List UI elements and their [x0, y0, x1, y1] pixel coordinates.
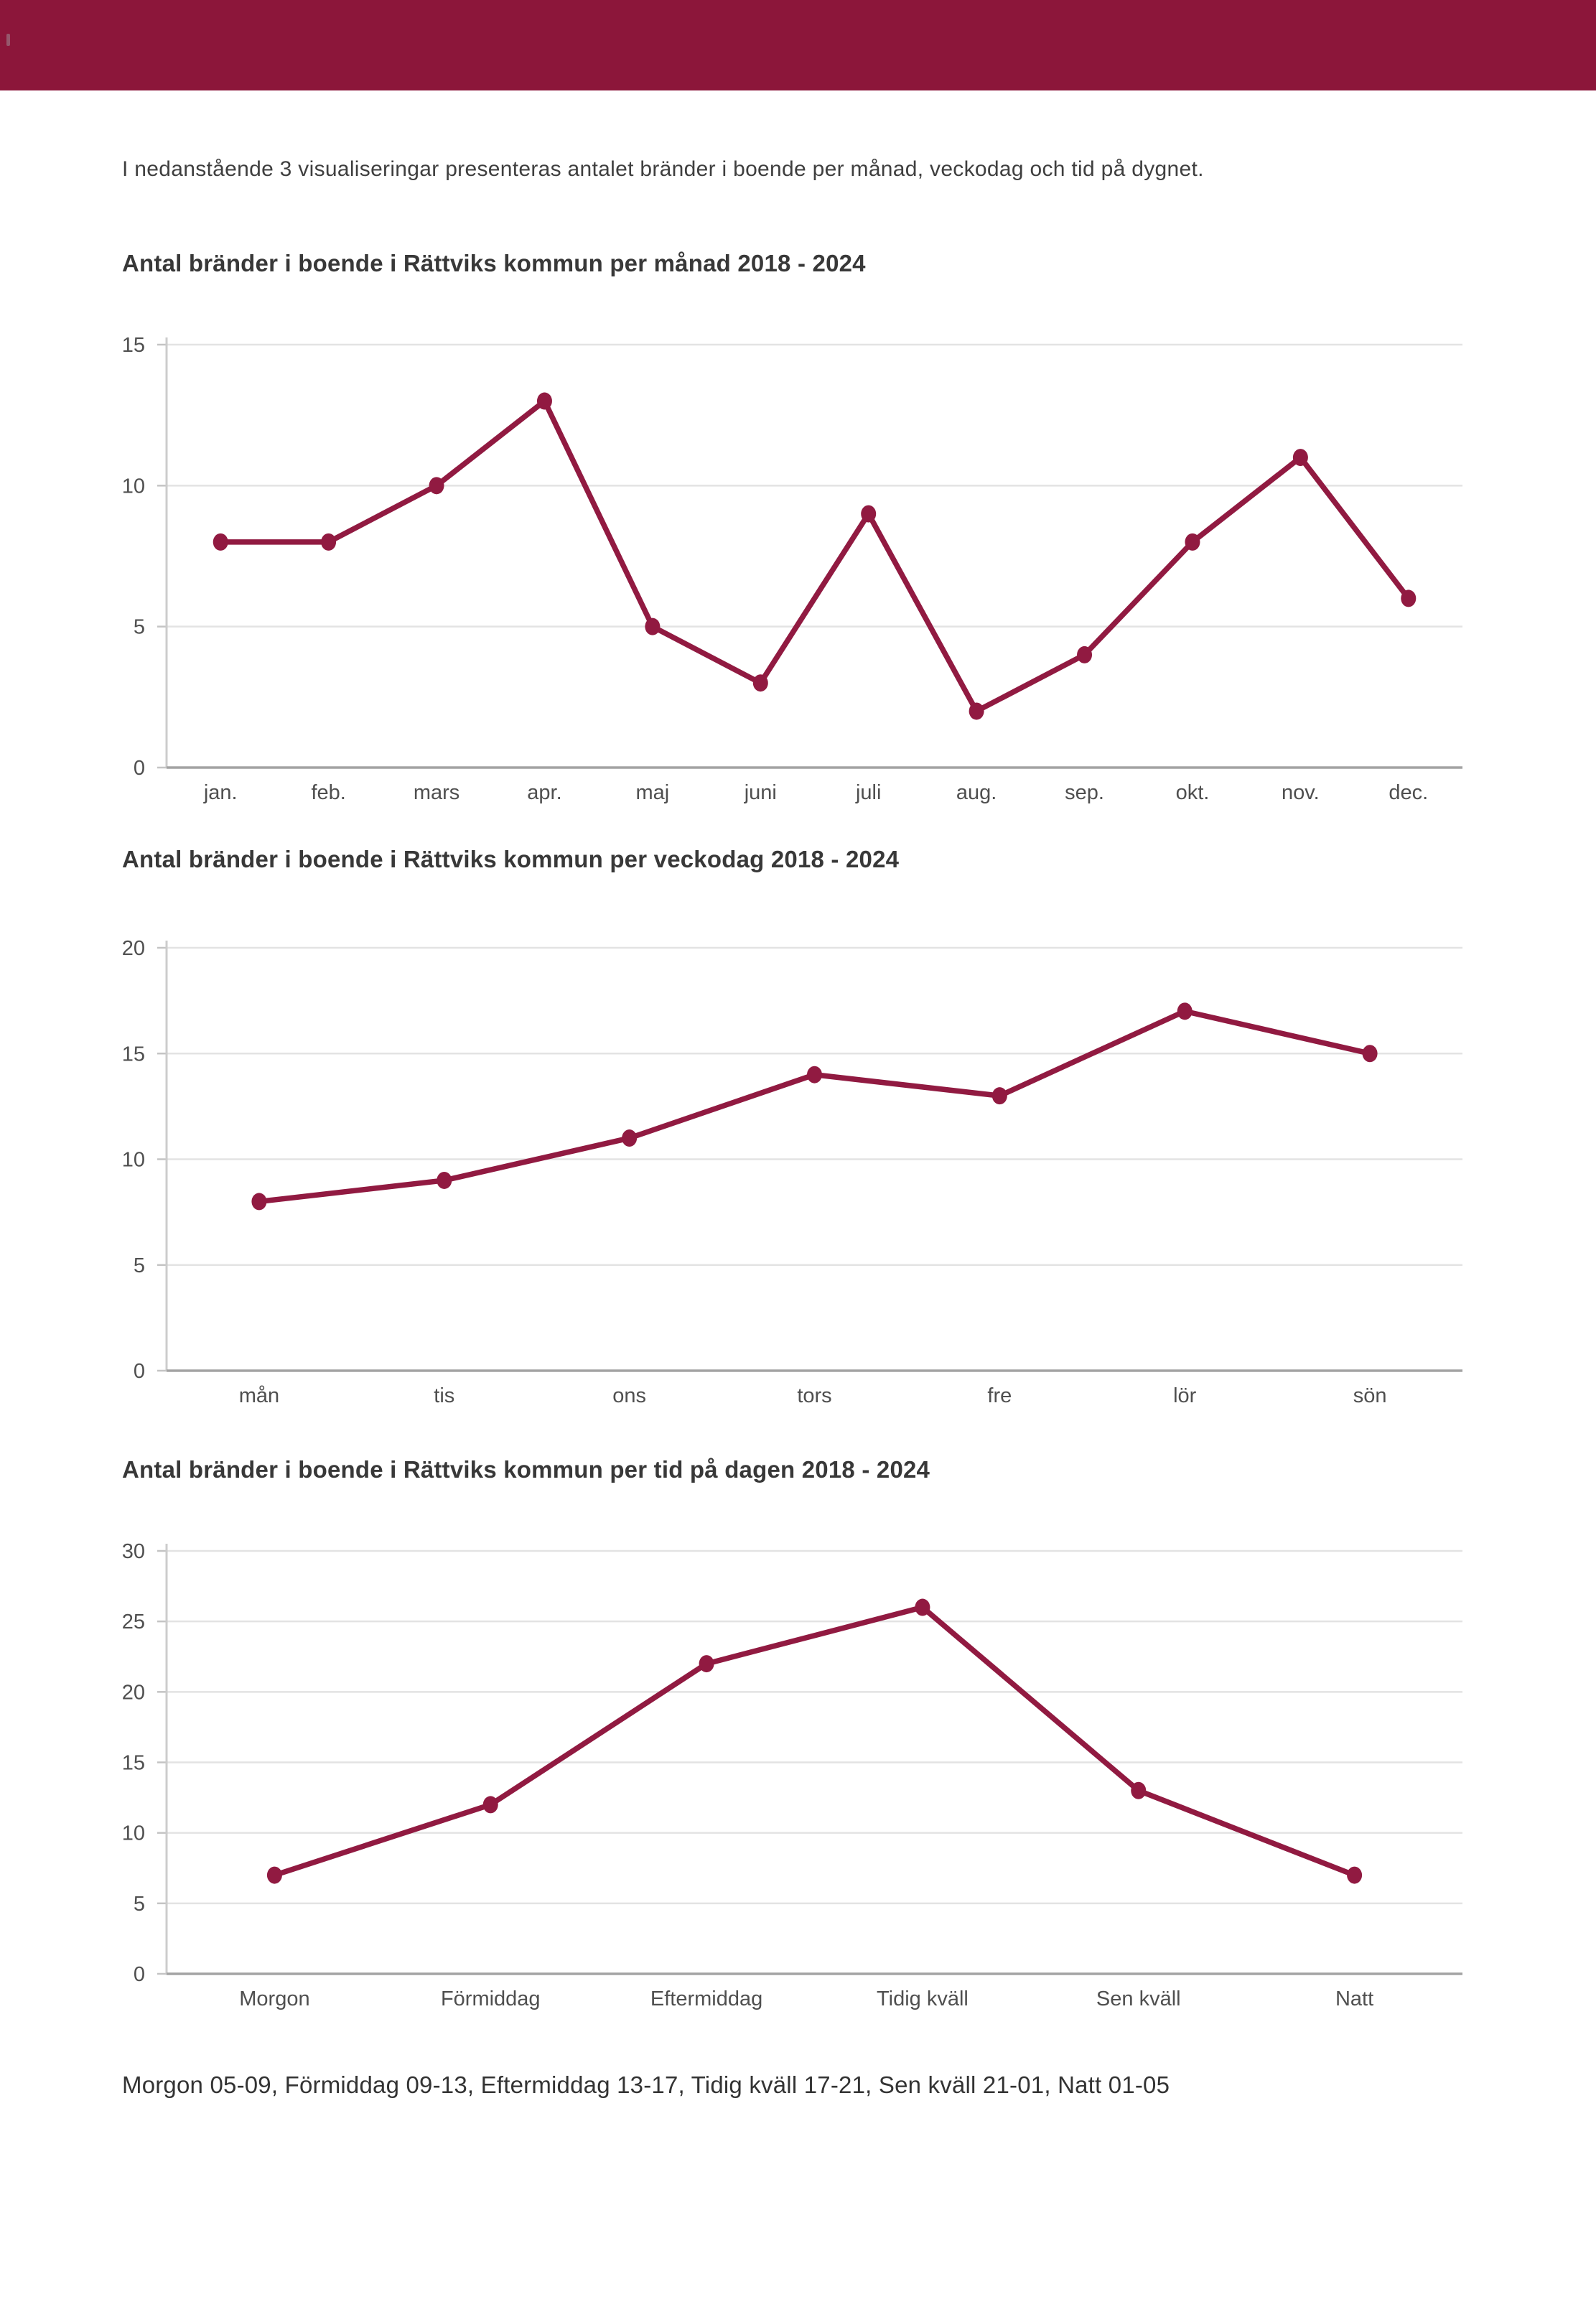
y-tick-label: 15 — [122, 334, 145, 357]
data-point — [536, 392, 552, 410]
y-tick-label: 15 — [122, 1043, 145, 1066]
x-category-label: Natt — [1335, 1987, 1373, 2010]
x-category-label: mars — [414, 781, 459, 804]
data-line — [218, 398, 1411, 714]
y-tick-label: 10 — [122, 1822, 145, 1845]
data-point — [251, 1193, 267, 1211]
x-category-label: mån — [239, 1384, 279, 1407]
data-point — [266, 1866, 282, 1884]
x-category-label: fre — [987, 1384, 1012, 1407]
x-category-label: juli — [855, 781, 881, 804]
data-point — [861, 505, 877, 523]
line-chart-fires-per-time-of-day: 0 5 10 15 20 25 30 Morgon Förmiddag Eftermiddag Ti… — [0, 1519, 1596, 2021]
data-point — [969, 702, 984, 720]
x-category-label: lör — [1173, 1384, 1197, 1407]
x-category-label: dec. — [1389, 781, 1428, 804]
x-category-label: Eftermiddag — [650, 1987, 762, 2010]
intro-text: I nedanstående 3 visualiseringar present… — [122, 157, 1204, 181]
y-tick-label: 20 — [122, 937, 145, 960]
data-point — [437, 1171, 452, 1189]
data-point — [1362, 1045, 1378, 1063]
line-chart-fires-per-month: 0 5 10 15 jan. feb. mars apr. maj juni juli aug. sep… — [0, 312, 1596, 815]
x-category-label: feb. — [311, 781, 345, 804]
data-point — [1185, 533, 1200, 551]
chart-title-per-month: Antal bränder i boende i Rättviks kommun… — [122, 250, 866, 276]
data-line — [271, 1604, 1358, 1878]
line-chart-fires-per-weekday: 0 5 10 15 20 mån tis ons tors fre lör sön — [0, 915, 1596, 1418]
y-tick-label: 0 — [134, 1360, 145, 1383]
x-category-label: juni — [744, 781, 777, 804]
y-tick-label: 25 — [122, 1611, 145, 1633]
data-point — [482, 1796, 498, 1814]
x-category-label: Sen kväll — [1096, 1987, 1181, 2010]
x-category-label: Morgon — [239, 1987, 309, 2010]
data-point — [622, 1129, 638, 1147]
chart-title-per-weekday: Antal bränder i boende i Rättviks kommun… — [122, 846, 900, 872]
data-point — [807, 1066, 822, 1083]
y-tick-label: 0 — [134, 757, 145, 780]
x-category-label: aug. — [956, 781, 997, 804]
y-tick-label: 10 — [122, 1149, 145, 1172]
chart-canvas: 0 5 10 15 20 mån tis ons tors fre lör sön — [122, 937, 1462, 1407]
y-tick-label: 5 — [134, 1893, 145, 1916]
data-point — [1401, 589, 1417, 607]
x-category-label: Tidig kväll — [877, 1987, 969, 2010]
header-bar — [0, 0, 1596, 90]
data-point — [1131, 1781, 1147, 1799]
chart-canvas: 0 5 10 15 jan. feb. mars apr. maj juni juli aug. sep… — [122, 334, 1462, 804]
data-point — [213, 533, 228, 551]
data-line — [256, 1008, 1373, 1205]
data-point — [752, 674, 768, 692]
data-point — [1177, 1002, 1193, 1020]
x-category-label: jan. — [203, 781, 238, 804]
data-point — [699, 1655, 714, 1673]
time-ranges-footnote: Morgon 05-09, Förmiddag 09-13, Eftermidd… — [122, 2071, 1170, 2098]
y-tick-label: 20 — [122, 1681, 145, 1704]
y-tick-label: 30 — [122, 1540, 145, 1563]
x-category-label: ons — [612, 1384, 646, 1407]
x-category-label: maj — [636, 781, 670, 804]
chart-canvas: 0 5 10 15 20 25 30 Morgon Förmiddag Eftermiddag Ti… — [122, 1540, 1462, 2010]
chart-title-per-time-of-day: Antal bränder i boende i Rättviks kommun… — [122, 1456, 930, 1483]
x-category-label: Förmiddag — [441, 1987, 541, 2010]
data-point — [645, 617, 661, 635]
y-tick-label: 0 — [134, 1963, 145, 1986]
data-point — [429, 477, 444, 495]
y-tick-label: 5 — [134, 1254, 145, 1277]
data-point — [991, 1087, 1007, 1105]
x-category-label: tis — [434, 1384, 454, 1407]
header-artifact-icon — [6, 34, 10, 46]
y-tick-label: 10 — [122, 475, 145, 498]
data-point — [1292, 449, 1308, 467]
x-category-label: sön — [1353, 1384, 1387, 1407]
y-tick-label: 15 — [122, 1752, 145, 1775]
x-category-label: tors — [797, 1384, 831, 1407]
x-category-label: apr. — [527, 781, 561, 804]
data-point — [321, 533, 337, 551]
x-category-label: okt. — [1176, 781, 1210, 804]
data-point — [1077, 646, 1093, 663]
data-point — [915, 1598, 930, 1616]
x-category-label: nov. — [1282, 781, 1320, 804]
x-category-label: sep. — [1065, 781, 1104, 804]
data-point — [1347, 1866, 1363, 1884]
y-tick-label: 5 — [134, 616, 145, 639]
